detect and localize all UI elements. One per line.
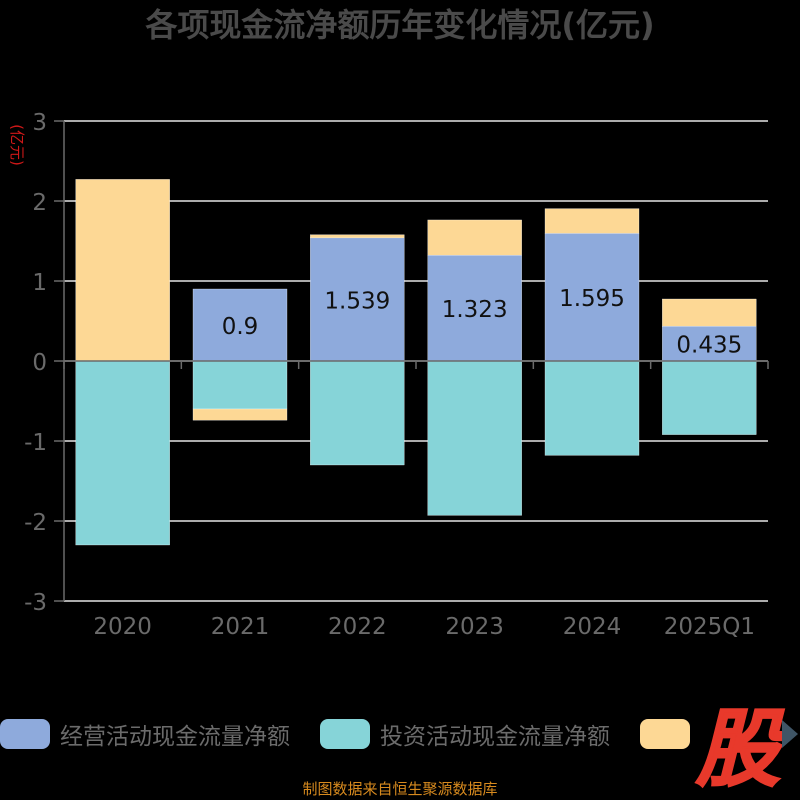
y-tick-label: -2 (24, 510, 47, 536)
chart-title: 各项现金流净额历年变化情况(亿元) (145, 6, 654, 44)
bar-segment[interactable] (662, 298, 757, 327)
legend-item-third[interactable] (640, 714, 700, 754)
bar-segment[interactable] (75, 179, 170, 362)
bar-segment[interactable] (662, 360, 757, 435)
bar-segment[interactable] (544, 208, 640, 234)
logo-glyph: 股 (695, 700, 786, 790)
bar-segment[interactable] (192, 288, 288, 362)
y-tick-label: 3 (32, 110, 47, 136)
legend-label-operating: 经营活动现金流量净额 (60, 724, 290, 750)
axes: 2020 2021 2022 2023 2024 2025Q1 (63, 121, 769, 640)
legend-item-investing[interactable]: 投资活动现金流量净额 (320, 714, 610, 754)
bar-segment[interactable] (310, 360, 405, 466)
bar-segment[interactable] (310, 234, 405, 239)
bar-segment[interactable] (192, 408, 288, 421)
x-tick-label: 2022 (328, 614, 387, 640)
x-tick-label: 2025Q1 (664, 614, 755, 640)
bar-data-label: 1.323 (442, 297, 508, 323)
y-tick-label: -1 (24, 430, 47, 456)
bar-data-label: 0.9 (222, 314, 259, 340)
bar-series (75, 179, 757, 546)
y-tick-label: -3 (24, 590, 47, 616)
data-source-footer: 制图数据来自恒生聚源数据库 (302, 780, 498, 798)
y-tick-label: 0 (32, 350, 47, 376)
bar-segment[interactable] (310, 237, 405, 362)
y-tick-label: 2 (32, 190, 47, 216)
legend: 经营活动现金流量净额 投资活动现金流量净额 (0, 714, 800, 754)
legend-item-operating[interactable]: 经营活动现金流量净额 (0, 714, 290, 754)
y-axis-label: (亿元) (8, 124, 26, 166)
data-labels: 0.9 1.539 1.323 1.595 0.435 (222, 286, 743, 358)
x-tick-label: 2024 (563, 614, 622, 640)
bar-data-label: 1.595 (559, 286, 625, 312)
stock-logo: 股 (694, 700, 786, 790)
legend-swatch-investing (320, 719, 370, 749)
legend-swatch-operating (0, 719, 50, 749)
legend-swatch-third (640, 719, 690, 749)
x-tick-label: 2020 (93, 614, 152, 640)
bar-segment[interactable] (427, 360, 522, 516)
bar-segment[interactable] (662, 326, 757, 362)
bar-segment[interactable] (427, 219, 522, 256)
x-tick-label: 2023 (445, 614, 504, 640)
bar-segment[interactable] (544, 233, 640, 362)
legend-next-arrow-icon[interactable] (782, 720, 798, 748)
bar-segment[interactable] (192, 360, 288, 410)
x-tick-label: 2021 (211, 614, 270, 640)
bar-data-label: 0.435 (676, 333, 742, 359)
bar-segment[interactable] (75, 360, 170, 546)
legend-label-investing: 投资活动现金流量净额 (380, 724, 610, 750)
bar-segment[interactable] (427, 255, 522, 362)
bar-segment[interactable] (544, 360, 640, 456)
y-tick-label: 1 (32, 270, 47, 296)
bar-data-label: 1.539 (324, 288, 390, 314)
